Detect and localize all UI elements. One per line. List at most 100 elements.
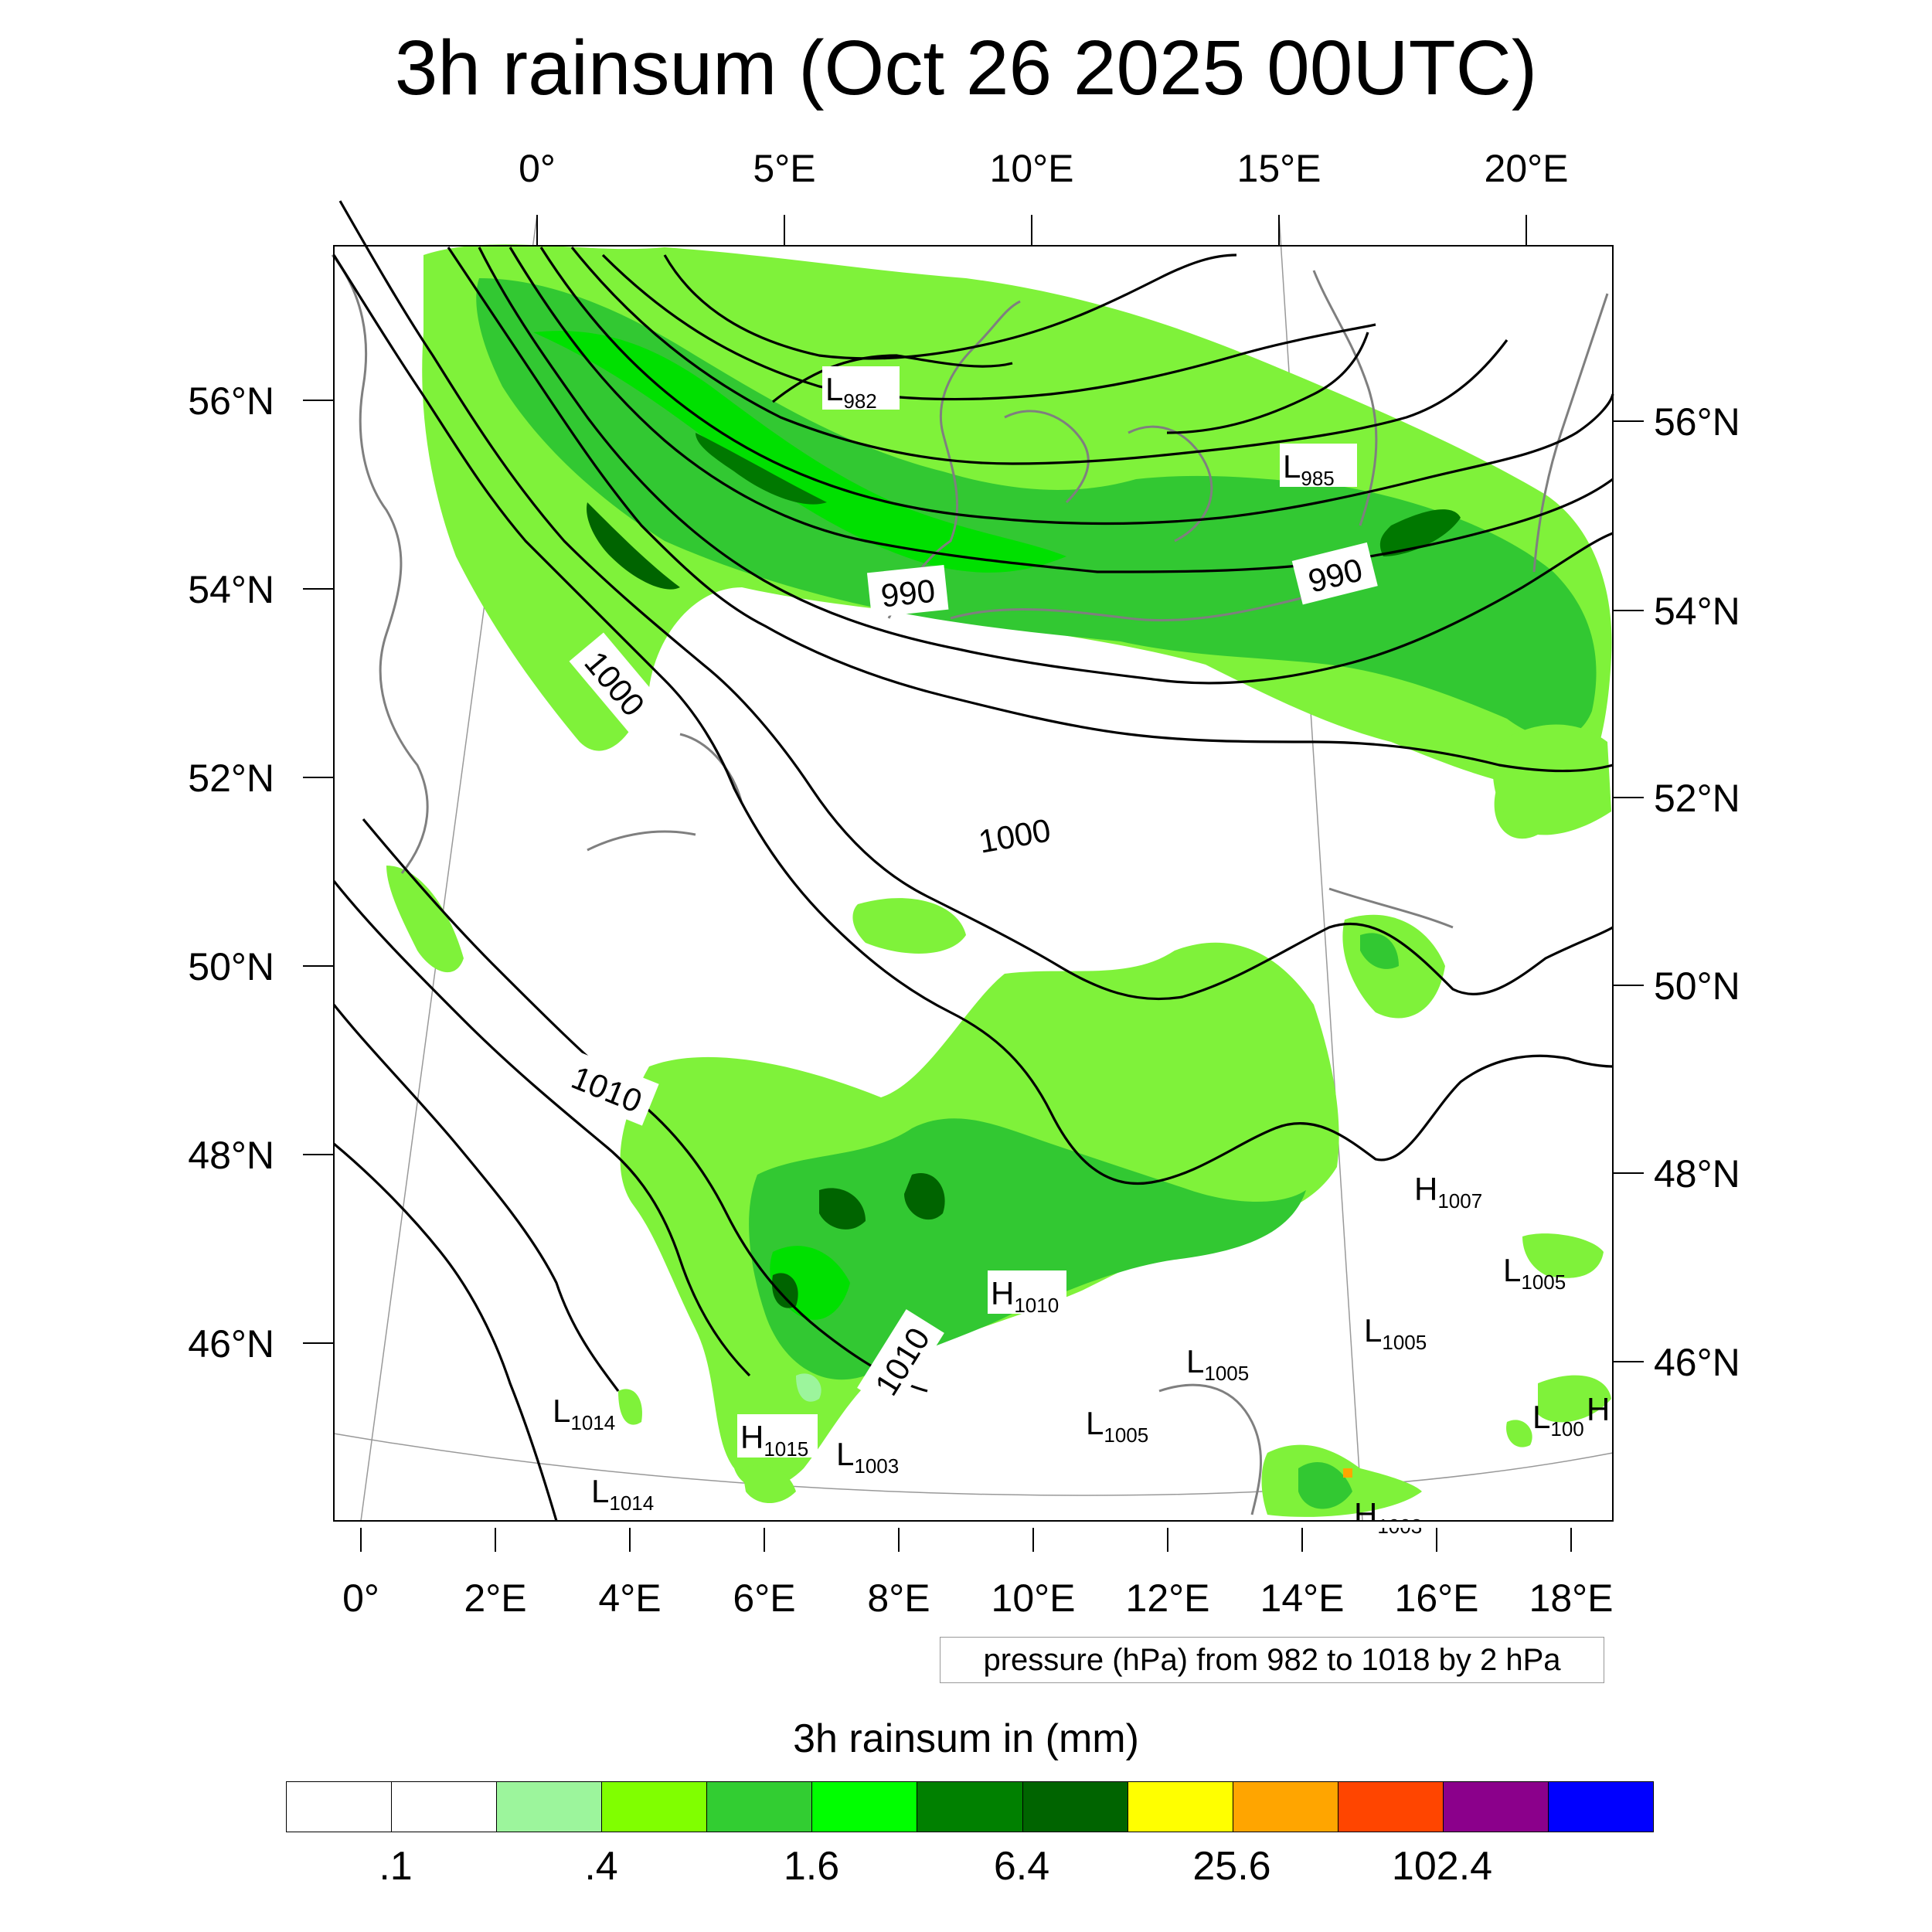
center-type: L — [1086, 1405, 1104, 1441]
center-type: L — [591, 1473, 609, 1509]
colorbar-label: .1 — [379, 1844, 413, 1889]
bottom-lon-label: 0° — [342, 1577, 379, 1620]
colorbar-swatch — [1022, 1782, 1128, 1832]
bottom-lon-label: 10°E — [992, 1577, 1076, 1620]
map-title: 3h rainsum (Oct 26 2025 00UTC) — [394, 25, 1538, 111]
pressure-center-low: L1014 — [591, 1473, 654, 1515]
colorbar-swatch — [1233, 1782, 1338, 1832]
pressure-centers: L982 L985 H1007 L1005 H1010 L1005 L1005 … — [553, 366, 1610, 1538]
right-lat-label: 56°N — [1654, 400, 1740, 444]
colorbar-label: 25.6 — [1192, 1844, 1271, 1889]
svg-text:H1015: H1015 — [740, 1419, 808, 1461]
center-value: 1010 — [1014, 1294, 1059, 1317]
center-value: 985 — [1301, 467, 1334, 490]
bottom-lon-label: 8°E — [867, 1577, 930, 1620]
isobar-label: 990 — [879, 572, 937, 614]
pressure-center-low: L1005 — [1086, 1405, 1148, 1447]
center-value: 982 — [843, 389, 876, 413]
colorbar-swatch — [392, 1782, 498, 1832]
bottom-lon-label: 12°E — [1126, 1577, 1210, 1620]
center-value: 1005 — [1104, 1423, 1148, 1447]
bottom-lon-label: 2°E — [464, 1577, 526, 1620]
svg-text:L1014: L1014 — [591, 1473, 654, 1515]
right-lat-label: 54°N — [1654, 590, 1740, 633]
svg-text:L1014: L1014 — [553, 1393, 615, 1434]
pressure-center-high: H1015 — [737, 1414, 818, 1461]
center-value: 1005 — [1204, 1362, 1249, 1385]
svg-text:L985: L985 — [1283, 448, 1335, 490]
bottom-lon-label: 18°E — [1529, 1577, 1614, 1620]
top-lon-label: 5°E — [753, 147, 815, 190]
left-lat-label: 56°N — [188, 379, 274, 423]
colorbar-swatch — [707, 1782, 813, 1832]
pressure-center-low: L1014 — [553, 1393, 615, 1434]
pressure-center-high: H — [1587, 1391, 1610, 1427]
bottom-lon-label: 6°E — [733, 1577, 795, 1620]
svg-text:L1005: L1005 — [1503, 1252, 1566, 1294]
top-lon-label: 15°E — [1237, 147, 1321, 190]
svg-text:H1007: H1007 — [1414, 1171, 1482, 1213]
colorbar-swatch — [917, 1782, 1023, 1832]
bottom-lon-label: 14°E — [1260, 1577, 1345, 1620]
left-lat-label: 48°N — [188, 1134, 274, 1177]
center-type: L — [1186, 1343, 1204, 1379]
center-value: 1014 — [609, 1492, 654, 1515]
bottom-lon-label: 16°E — [1395, 1577, 1479, 1620]
pressure-center-low: L1005 — [1186, 1343, 1249, 1385]
left-lat-label: 46°N — [188, 1322, 274, 1366]
center-type: L — [1364, 1312, 1382, 1349]
colorbar-swatch — [1443, 1782, 1549, 1832]
colorbar-swatch — [1338, 1782, 1444, 1832]
center-value: 1007 — [1437, 1189, 1482, 1213]
colorbar — [286, 1781, 1654, 1832]
pressure-center-low: L985 — [1280, 444, 1357, 490]
center-type: L — [1283, 448, 1301, 485]
pressure-center-high: H1010 — [988, 1270, 1066, 1317]
center-type: H — [1414, 1171, 1437, 1207]
rain-areas — [386, 244, 1612, 1517]
svg-text:H: H — [1587, 1391, 1610, 1427]
svg-text:L1005: L1005 — [1364, 1312, 1427, 1354]
left-lat-label: 52°N — [188, 757, 274, 800]
pressure-center-low: L100 — [1532, 1399, 1584, 1440]
pressure-center-low: L982 — [822, 366, 900, 413]
colorbar-swatch — [1548, 1782, 1654, 1832]
svg-text:L100: L100 — [1532, 1399, 1584, 1440]
colorbar-swatch — [1128, 1782, 1233, 1832]
bottom-lon-label: 4°E — [598, 1577, 661, 1620]
center-type: L — [825, 371, 843, 407]
colorbar-swatch — [287, 1782, 393, 1832]
colorbar-label: 102.4 — [1391, 1844, 1493, 1889]
pressure-center-high: H1007 — [1414, 1171, 1482, 1213]
center-type: L — [1503, 1252, 1521, 1288]
center-type: L — [553, 1393, 570, 1429]
right-lat-label: 46°N — [1654, 1341, 1740, 1384]
center-type: H — [740, 1419, 764, 1455]
right-lat-label: 48°N — [1654, 1152, 1740, 1196]
right-lat-label: 50°N — [1654, 964, 1740, 1008]
left-lat-label: 54°N — [188, 568, 274, 611]
svg-text:L1003: L1003 — [836, 1436, 899, 1478]
top-lon-label: 10°E — [990, 147, 1074, 190]
left-lat-label: 50°N — [188, 945, 274, 988]
svg-text:H1010: H1010 — [991, 1275, 1059, 1317]
top-lon-label: 0° — [519, 147, 556, 190]
center-value: 1005 — [1382, 1331, 1427, 1354]
center-value: 1005 — [1521, 1270, 1566, 1294]
colorbar-swatch — [602, 1782, 708, 1832]
svg-text:L982: L982 — [825, 371, 877, 413]
isobars — [332, 200, 1614, 1522]
colorbar-swatch — [812, 1782, 918, 1832]
right-lat-label: 52°N — [1654, 777, 1740, 820]
colorbar-label: 6.4 — [993, 1844, 1050, 1889]
pressure-center-low: L1005 — [1503, 1252, 1566, 1294]
center-value: 100 — [1550, 1417, 1583, 1440]
svg-text:L1005: L1005 — [1186, 1343, 1249, 1385]
pressure-center-low: L1005 — [1364, 1312, 1427, 1354]
center-value: 1003 — [854, 1454, 899, 1478]
coastlines — [331, 254, 1609, 1515]
map-frame — [333, 245, 1614, 1522]
center-value: 1015 — [764, 1437, 808, 1461]
center-type: L — [836, 1436, 854, 1472]
center-type: H — [1587, 1391, 1610, 1427]
